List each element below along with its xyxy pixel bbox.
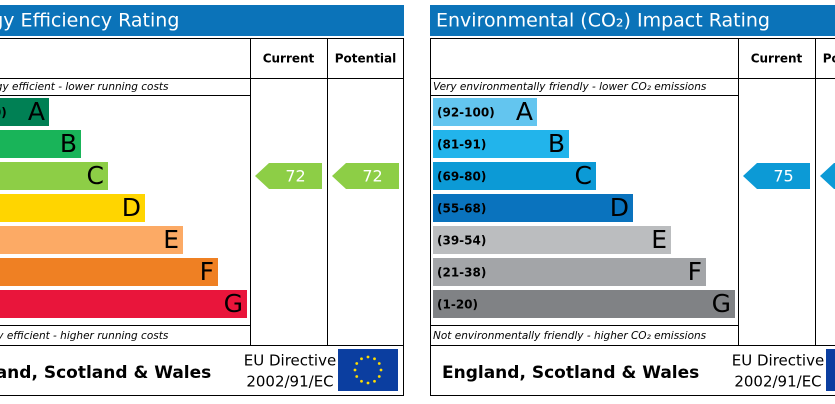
eu-flag-star	[360, 379, 363, 383]
rating-band	[433, 226, 671, 254]
band-range: (92-100)	[0, 106, 7, 120]
footer-region: England, Scotland & Wales	[442, 363, 699, 383]
scale-note: Very environmentally friendly - lower CO…	[433, 81, 707, 93]
footer-directive: 2002/91/EC	[246, 373, 333, 391]
band-range: (69-80)	[437, 170, 486, 184]
rating-band	[0, 258, 218, 286]
rating-band	[0, 194, 145, 222]
eu-flag-star	[355, 375, 359, 378]
eu-flag-star	[379, 368, 383, 372]
column-header: Current	[751, 52, 803, 66]
band-letter: E	[163, 225, 179, 254]
eu-flag-star	[366, 355, 370, 359]
eu-flag-star	[377, 362, 381, 365]
scale-note: Not environmentally friendly - higher CO…	[433, 330, 707, 342]
eu-flag-star	[366, 381, 370, 385]
band-range: (39-54)	[437, 234, 486, 248]
eu-flag-star	[373, 379, 376, 383]
rating-arrow	[332, 163, 399, 189]
panel-frame	[0, 38, 404, 396]
rating-band	[0, 290, 247, 318]
band-letter: C	[575, 161, 592, 190]
band-letter: D	[610, 193, 629, 222]
band-letter: A	[28, 97, 45, 126]
panel-header	[0, 5, 404, 36]
band-letter: F	[688, 257, 702, 286]
eu-flag-star	[373, 357, 376, 361]
band-range: (1-20)	[437, 298, 478, 312]
footer-directive: EU Directive	[732, 352, 824, 370]
rating-band	[433, 130, 569, 158]
footer-directive: EU Directive	[244, 352, 336, 370]
scale-note: Not energy efficient - higher running co…	[0, 330, 169, 342]
band-letter: F	[200, 257, 214, 286]
band-letter: B	[60, 129, 77, 158]
band-letter: D	[122, 193, 141, 222]
footer-region: England, Scotland & Wales	[0, 363, 211, 383]
band-range: (21-38)	[437, 266, 486, 280]
rating-band	[433, 194, 633, 222]
eu-flag-star	[360, 357, 363, 361]
eu-flag-star	[377, 375, 381, 378]
rating-band	[433, 290, 735, 318]
eu-flag-star	[355, 362, 359, 365]
rating-panel: Environmental (CO₂) Impact Rating Current…	[430, 5, 835, 396]
rating-arrow	[820, 163, 835, 189]
band-range: (92-100)	[437, 106, 495, 120]
panel-title: Energy Efficiency Rating	[0, 10, 179, 32]
rating-panel: Energy Efficiency Rating Current Potential…	[0, 5, 404, 396]
panel-header	[430, 5, 835, 36]
rating-value: 72	[285, 167, 305, 186]
band-letter: A	[516, 97, 533, 126]
rating-band	[0, 226, 183, 254]
rating-band	[0, 98, 49, 126]
rating-value: 72	[362, 167, 382, 186]
band-letter: G	[712, 289, 731, 318]
column-header: Potential	[335, 52, 397, 66]
eu-flag	[338, 349, 398, 391]
rating-band	[0, 162, 108, 190]
panel-title: Environmental (CO₂) Impact Rating	[436, 10, 770, 32]
eu-flag-star	[353, 368, 357, 372]
rating-arrow	[743, 163, 810, 189]
scale-note: Very energy efficient - lower running co…	[0, 81, 169, 93]
column-header: Potential	[823, 52, 835, 66]
band-letter: C	[87, 161, 104, 190]
band-letter: B	[548, 129, 565, 158]
band-range: (55-68)	[437, 202, 486, 216]
rating-band	[0, 130, 81, 158]
rating-value: 75	[773, 167, 793, 186]
band-letter: G	[224, 289, 243, 318]
column-header: Current	[263, 52, 315, 66]
rating-band	[433, 98, 537, 126]
eu-flag	[826, 349, 835, 391]
rating-band	[433, 162, 596, 190]
panel-frame	[430, 38, 835, 396]
band-range: (81-91)	[437, 138, 486, 152]
band-letter: E	[651, 225, 667, 254]
rating-arrow	[255, 163, 322, 189]
footer-directive: 2002/91/EC	[734, 373, 821, 391]
rating-band	[433, 258, 706, 286]
